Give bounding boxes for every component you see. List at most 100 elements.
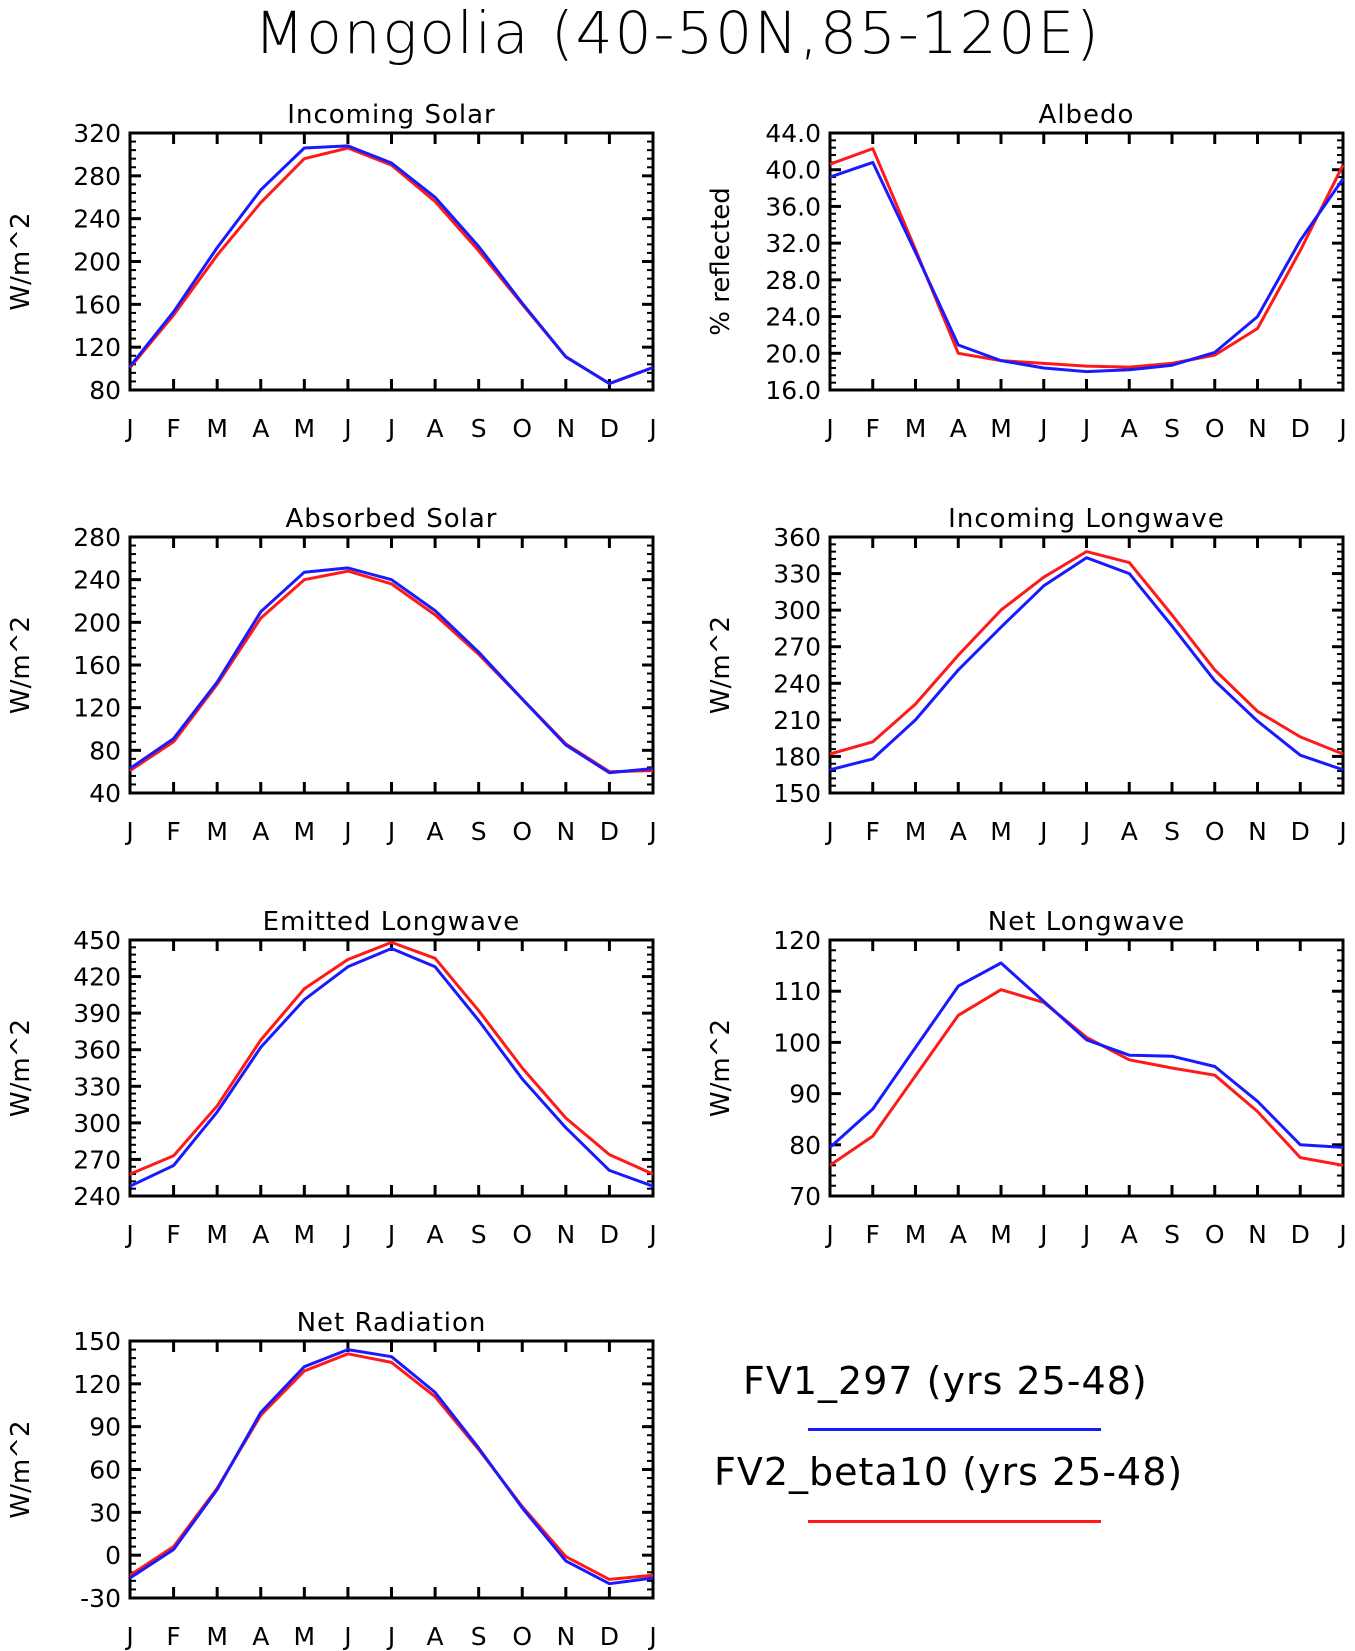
x-tick-label: M <box>990 817 1012 846</box>
plot-frame <box>828 131 1345 392</box>
x-tick-label: J <box>386 414 395 443</box>
chart-title: Net Radiation <box>297 1308 487 1338</box>
plot-frame <box>828 535 1345 795</box>
series-line <box>129 1348 654 1586</box>
y-tick-label: 330 <box>73 1072 121 1101</box>
chart-title: Emitted Longwave <box>263 907 521 937</box>
x-tick-label: J <box>1337 1220 1346 1249</box>
series-line <box>129 947 654 1188</box>
chart-panel: J F M A M J J A S O N D J4080120160200240280Absorbed… <box>6 504 657 846</box>
chart-panel: J F M A M J J A S O N D J16.020.024.028.032.036.040.… <box>706 100 1347 443</box>
x-tick-label: A <box>252 1220 269 1249</box>
x-tick-label: A <box>427 1220 444 1249</box>
x-tick-label: M <box>294 817 316 846</box>
x-tick-label: S <box>471 414 487 443</box>
x-tick-label: F <box>166 414 180 443</box>
x-tick-label: J <box>647 1622 656 1651</box>
x-tick-label: O <box>512 1622 532 1651</box>
plot-frame <box>828 938 1345 1198</box>
x-tick-label: N <box>1248 414 1267 443</box>
x-tick-label: O <box>1205 1220 1225 1249</box>
y-axis-label: W/m^2 <box>6 616 36 714</box>
y-tick-label: 30 <box>89 1498 121 1527</box>
x-tick-label: N <box>556 414 575 443</box>
y-tick-label: 60 <box>89 1456 121 1485</box>
series-line <box>829 550 1344 756</box>
x-tick-label: D <box>600 817 619 846</box>
y-tick-label: 80 <box>789 1131 821 1160</box>
y-axis-label: % reflected <box>706 187 736 335</box>
x-tick-label: F <box>166 1622 180 1651</box>
y-axis-label: W/m^2 <box>706 616 736 714</box>
x-tick-label: N <box>1248 817 1267 846</box>
x-tick-label: J <box>1337 817 1346 846</box>
x-tick-label: J <box>342 414 351 443</box>
x-tick-label: M <box>206 414 228 443</box>
x-tick-label: A <box>1121 1220 1138 1249</box>
x-tick-label: D <box>1291 414 1310 443</box>
x-tick-label: J <box>1081 1220 1090 1249</box>
y-tick-label: 40.0 <box>765 156 821 185</box>
y-tick-label: 150 <box>773 779 821 808</box>
y-tick-label: 24.0 <box>765 303 821 332</box>
x-tick-label: S <box>471 1220 487 1249</box>
y-tick-label: 270 <box>773 633 821 662</box>
x-tick-label: D <box>600 1220 619 1249</box>
x-tick-label: S <box>471 1622 487 1651</box>
figure-title: Mongolia (40-50N,85-120E) <box>254 0 1101 67</box>
y-tick-label: 240 <box>73 566 121 595</box>
plot-frame <box>128 535 655 795</box>
y-tick-label: 20.0 <box>765 339 821 368</box>
y-tick-label: 280 <box>73 162 121 191</box>
x-tick-label: J <box>824 414 833 443</box>
x-tick-label: M <box>905 1220 927 1249</box>
y-tick-label: 280 <box>73 523 121 552</box>
x-tick-label: J <box>647 1220 656 1249</box>
y-tick-label: 210 <box>773 706 821 735</box>
y-tick-label: 240 <box>73 205 121 234</box>
x-tick-label: A <box>427 414 444 443</box>
y-tick-label: 0 <box>105 1541 121 1570</box>
x-tick-label: D <box>600 414 619 443</box>
series-line <box>829 160 1345 374</box>
x-tick-label: M <box>206 1622 228 1651</box>
x-tick-label: J <box>647 414 656 443</box>
plot-frame <box>128 1339 655 1600</box>
chart-title: Incoming Longwave <box>948 504 1225 534</box>
y-tick-label: 300 <box>773 596 821 625</box>
y-tick-label: 120 <box>73 694 121 723</box>
x-tick-label: J <box>386 817 395 846</box>
y-tick-label: 360 <box>773 523 821 552</box>
series-line <box>829 988 1344 1167</box>
y-tick-label: 100 <box>773 1028 821 1057</box>
x-tick-label: S <box>1164 1220 1180 1249</box>
x-tick-label: A <box>1121 414 1138 443</box>
y-tick-label: 120 <box>73 333 121 362</box>
series-line <box>128 144 654 386</box>
x-tick-label: J <box>342 1220 351 1249</box>
y-tick-label: 160 <box>73 290 121 319</box>
x-tick-label: F <box>166 817 180 846</box>
x-tick-label: N <box>556 1220 575 1249</box>
x-tick-label: M <box>905 817 927 846</box>
chart-panel: J F M A M J J A S O N D J80120160200240280320Incomin… <box>6 100 657 443</box>
y-axis-label: W/m^2 <box>6 1019 36 1117</box>
y-tick-label: 90 <box>89 1413 121 1442</box>
y-tick-label: 32.0 <box>765 229 821 258</box>
y-tick-label: 200 <box>73 248 121 277</box>
y-tick-label: 240 <box>73 1182 121 1211</box>
legend-line-fv2 <box>808 1520 1101 1523</box>
y-tick-label: 240 <box>773 669 821 698</box>
chart-title: Absorbed Solar <box>286 504 498 534</box>
x-tick-label: A <box>252 414 269 443</box>
y-tick-label: 40 <box>89 779 121 808</box>
y-tick-label: 150 <box>73 1327 121 1356</box>
y-tick-label: 450 <box>73 926 121 955</box>
y-tick-label: 270 <box>73 1145 121 1174</box>
x-tick-label: O <box>1205 817 1225 846</box>
series-line <box>828 961 1344 1149</box>
y-tick-label: 360 <box>73 1036 121 1065</box>
